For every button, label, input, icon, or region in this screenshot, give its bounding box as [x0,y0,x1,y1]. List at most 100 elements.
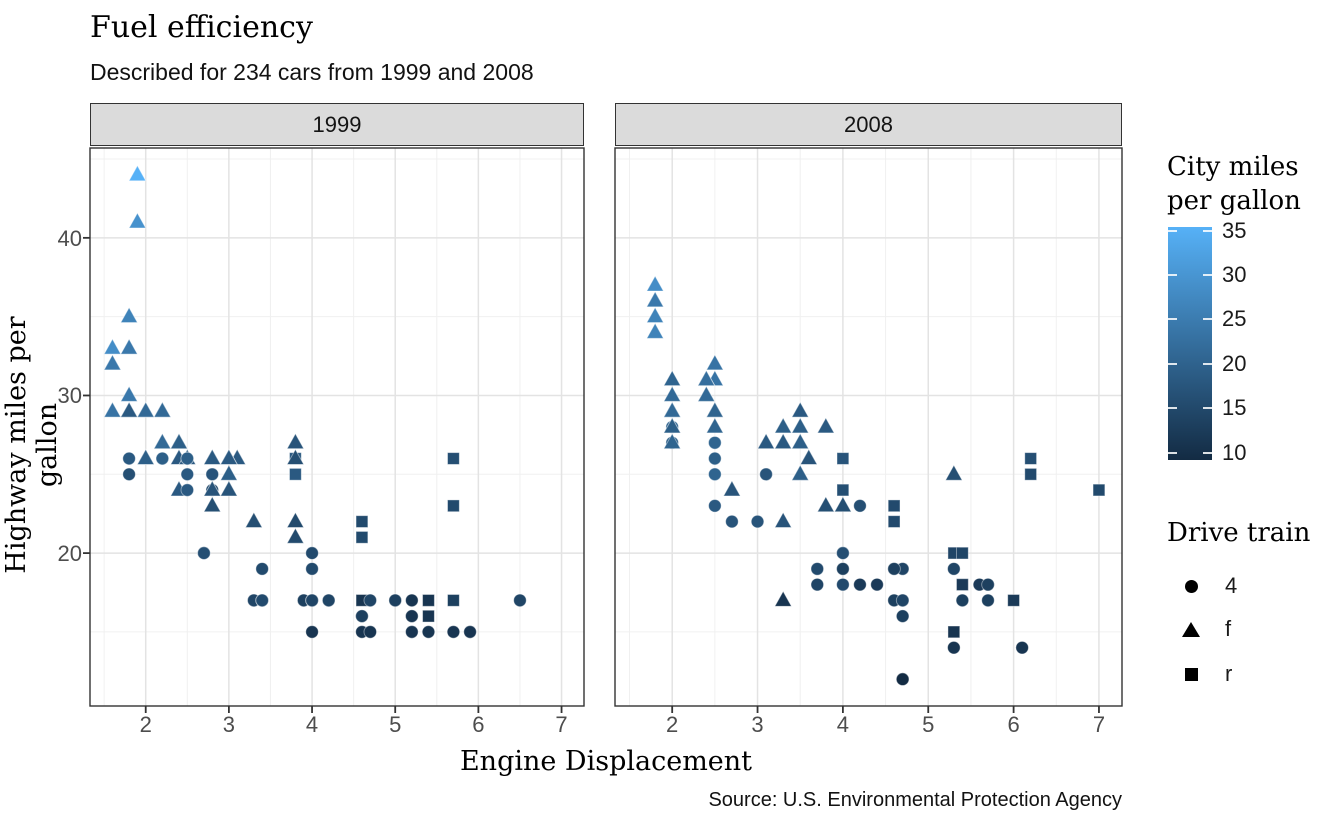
data-point-f [774,417,793,434]
data-point-4 [895,593,910,608]
colorbar-tick-mark [1203,407,1212,410]
colorbar-tick-mark [1168,451,1177,454]
colorbar-tick-label: 30 [1222,262,1247,288]
data-point-f [697,369,716,387]
data-point-4 [305,546,319,560]
data-point-f [816,495,835,513]
data-point-r [355,515,369,528]
color-legend-title-line1: City miles [1167,152,1299,182]
shape-legend-item-f: f [1179,615,1231,643]
data-point-f [120,401,139,418]
data-point-f [697,385,716,402]
data-point-r [947,625,961,639]
data-point-4 [708,467,722,482]
colorbar-tick-mark [1168,229,1177,232]
square-marker-icon [1179,667,1203,681]
data-point-f [203,448,222,465]
y-tick-label: 40 [57,225,82,251]
data-point-f [219,448,238,465]
data-point-f [286,527,305,544]
data-point-4 [155,451,170,466]
data-point-4 [759,467,773,482]
x-tick-label: 3 [222,712,235,737]
data-point-4 [405,593,419,608]
data-point-f [646,275,665,292]
data-point-4 [981,577,995,592]
data-point-f [120,338,139,355]
data-point-f [128,212,147,229]
data-point-4 [725,514,739,529]
panel-border [89,147,585,707]
chart-subtitle: Described for 234 cars from 1999 and 200… [90,59,534,85]
data-point-f [136,448,155,465]
colorbar-tick-label: 20 [1222,350,1247,376]
data-point-f [791,432,810,450]
data-point-f [286,511,305,528]
color-legend-title-line2: per gallon [1167,186,1301,216]
x-axis-title: Engine Displacement [459,746,753,777]
data-point-4 [355,609,369,623]
data-point-4 [463,625,477,639]
data-point-4 [446,625,461,639]
data-point-4 [836,546,850,560]
x-tick-label: 5 [922,712,935,737]
data-point-f [103,354,122,371]
colorbar-tick-mark [1168,318,1177,321]
data-point-r [1092,483,1106,497]
colorbar-tick-mark [1168,362,1177,365]
data-point-f [816,417,835,434]
panel-border [614,147,1123,707]
shape-legend-item-r: r [1179,660,1232,688]
shape-legend-item-4: 4 [1179,572,1237,600]
facet-strip-2008: 2008 [615,103,1122,146]
data-point-f [774,511,793,528]
data-point-4 [708,499,722,513]
data-point-f [663,369,682,387]
colorbar-tick-mark [1203,318,1212,321]
colorbar-tick-mark [1203,274,1212,277]
data-point-f [103,338,122,355]
data-point-r [1024,467,1038,481]
data-point-4 [205,467,220,482]
data-point-f [663,401,682,418]
data-point-f [791,401,810,418]
x-tick-label: 3 [751,712,764,737]
shape-legend-label-f: f [1225,616,1232,641]
data-point-f [203,480,222,497]
x-tick-label: 6 [472,712,485,737]
data-point-4 [955,593,970,608]
panel-background [615,148,1122,706]
data-point-4 [947,562,961,576]
y-tick-label: 30 [57,383,82,409]
colorbar-tick-label: 15 [1222,395,1247,421]
data-point-f [219,480,238,497]
data-point-f [136,401,155,418]
data-point-f [219,464,238,481]
data-point-4 [810,562,825,576]
data-point-4 [405,625,419,639]
data-point-r [422,609,435,623]
data-point-r [422,594,435,607]
data-point-4 [305,562,319,576]
data-point-r [836,452,850,465]
data-point-4 [197,546,211,560]
data-point-4 [853,577,867,592]
data-point-f [757,432,776,450]
data-point-4 [708,451,722,466]
data-point-r [956,578,969,591]
source-caption: Source: U.S. Environmental Protection Ag… [708,789,1122,811]
colorbar-tick-mark [1168,407,1177,410]
circle-marker-icon [1179,579,1203,593]
data-point-4 [750,514,765,529]
data-point-r [887,515,901,528]
data-point-f [128,164,147,182]
data-point-4 [305,593,319,608]
chart-title: Fuel efficiency [90,10,313,45]
data-point-4 [305,625,319,639]
x-tick-label: 5 [389,712,402,737]
colorbar-tick-label: 10 [1222,439,1247,465]
data-point-4 [870,577,884,592]
data-point-r [289,467,302,481]
data-point-f [120,306,139,324]
